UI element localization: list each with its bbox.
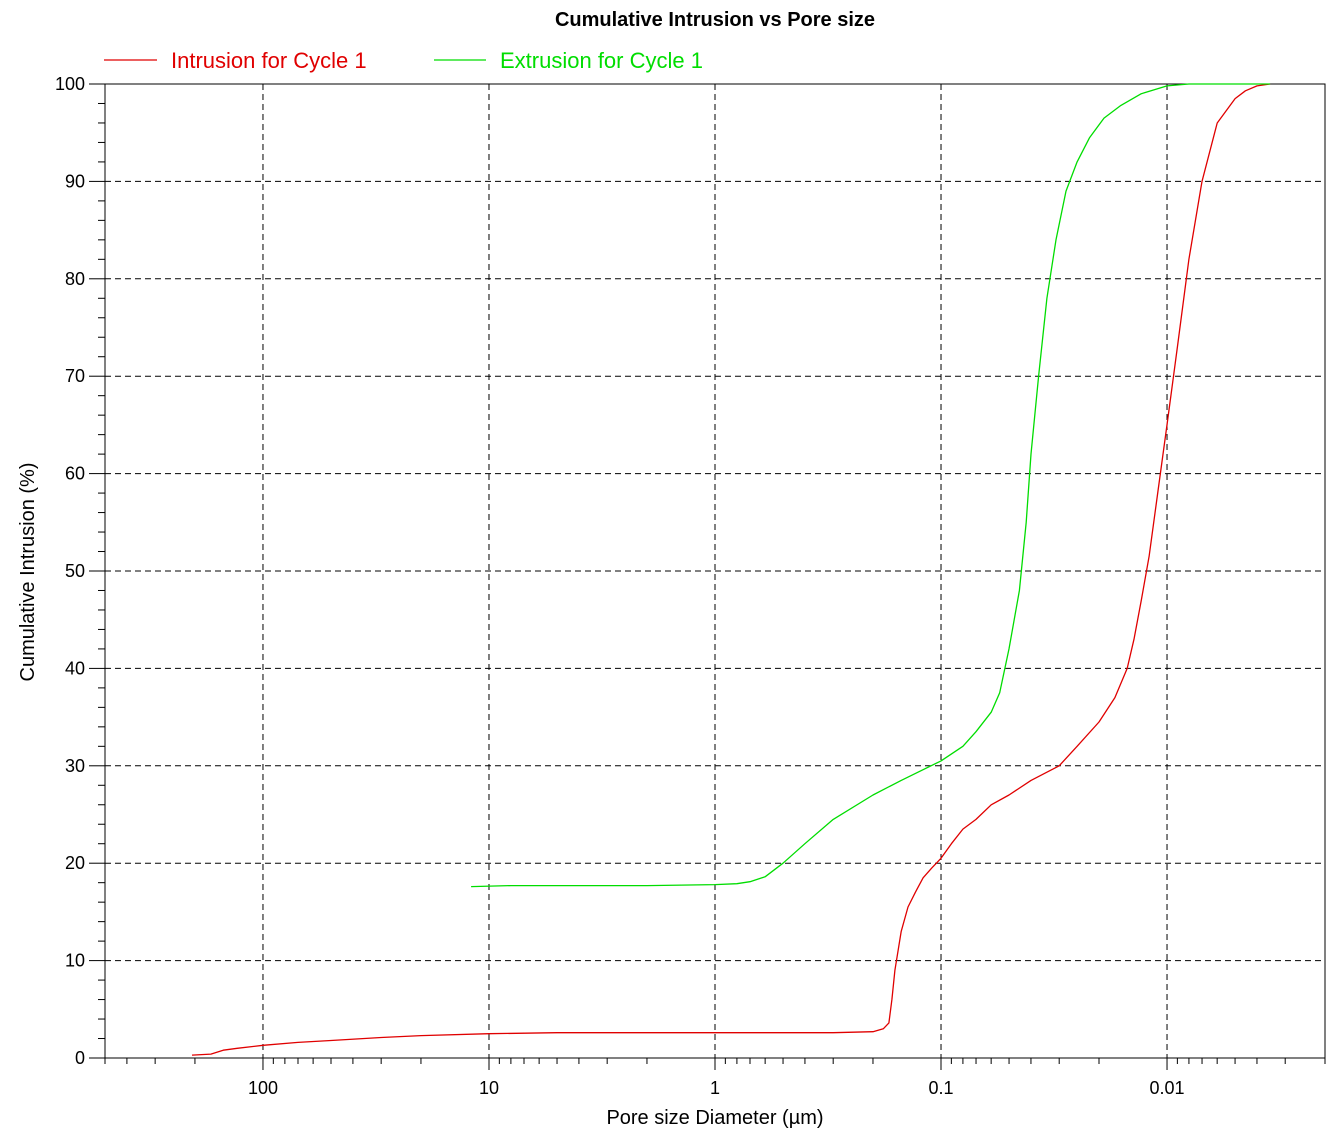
y-tick-labels: 0 10 20 30 40 50 60 70 80 90 100 — [55, 74, 85, 1068]
legend-label-intrusion: Intrusion for Cycle 1 — [171, 48, 367, 73]
grid — [105, 84, 1325, 1058]
y-tick-label: 80 — [65, 269, 85, 289]
x-axis-label: Pore size Diameter (µm) — [606, 1107, 823, 1129]
x-tick-label: 0.01 — [1150, 1078, 1185, 1098]
y-tick-label: 100 — [55, 74, 85, 94]
x-tick-labels: 100 10 1 0.1 0.01 — [248, 1078, 1185, 1098]
minor-ticks — [89, 83, 1326, 1070]
y-tick-label: 30 — [65, 756, 85, 776]
intrusion-line — [191, 83, 1271, 1056]
y-tick-label: 70 — [65, 366, 85, 386]
x-tick-label: 0.1 — [928, 1078, 953, 1098]
plot-frame — [104, 83, 1326, 1059]
x-tick-label: 100 — [248, 1078, 278, 1098]
x-tick-label: 10 — [479, 1078, 499, 1098]
y-tick-label: 60 — [65, 464, 85, 484]
legend: Intrusion for Cycle 1 Extrusion for Cycl… — [104, 48, 703, 73]
y-axis-label: Cumulative Intrusion (%) — [17, 463, 39, 682]
y-tick-label: 50 — [65, 561, 85, 581]
legend-label-extrusion: Extrusion for Cycle 1 — [500, 48, 703, 73]
y-tick-label: 20 — [65, 853, 85, 873]
y-tick-label: 90 — [65, 171, 85, 191]
y-tick-label: 10 — [65, 951, 85, 971]
x-tick-label: 1 — [710, 1078, 720, 1098]
chart-title: Cumulative Intrusion vs Pore size — [555, 9, 875, 31]
series-layer — [191, 83, 1271, 1056]
extrusion-line — [471, 83, 1271, 888]
y-tick-label: 0 — [75, 1048, 85, 1068]
y-tick-label: 40 — [65, 658, 85, 678]
